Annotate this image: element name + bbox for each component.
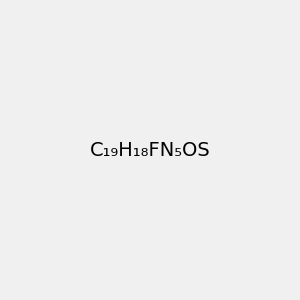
Text: C₁₉H₁₈FN₅OS: C₁₉H₁₈FN₅OS [90, 140, 210, 160]
